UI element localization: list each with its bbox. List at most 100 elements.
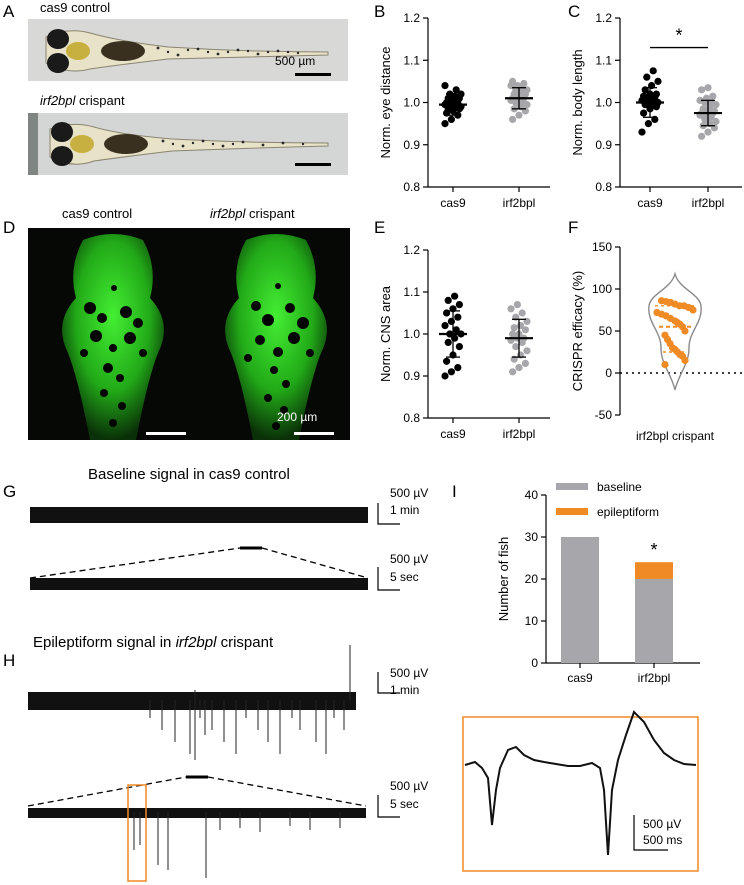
data-point [696, 96, 704, 104]
y-tick-label: 0 [605, 366, 612, 380]
y-tick-label: 1.1 [595, 53, 612, 67]
panel-a-scalebar-top [295, 73, 331, 76]
y-tick-label: 0.9 [595, 138, 612, 152]
data-point [521, 359, 530, 367]
data-point [649, 67, 657, 75]
data-point [510, 324, 518, 332]
panel-a-bottom-label: irf2bpl crispant [40, 93, 125, 108]
x-tick-label: cas9 [567, 671, 593, 685]
data-point [444, 338, 452, 346]
data-point [441, 372, 449, 380]
y-tick-label: 40 [525, 488, 539, 502]
panel-h-scale2-v: 500 µV [390, 779, 429, 793]
y-tick-label: 0.9 [403, 138, 420, 152]
data-point [447, 368, 455, 376]
larva-crispant-photo [28, 113, 348, 175]
panel-g-title: Baseline signal in cas9 control [88, 466, 290, 483]
inset-scale-t: 500 ms [643, 833, 683, 847]
data-point [652, 90, 661, 98]
data-point [644, 120, 653, 128]
panel-g-scale1-t: 1 min [390, 503, 420, 517]
panel-letter-g: G [3, 482, 17, 501]
data-point [508, 77, 517, 85]
bar-baseline [635, 579, 673, 663]
data-point [704, 128, 712, 136]
data-point [523, 347, 531, 355]
x-tick-label: cas9 [440, 427, 466, 441]
y-tick-label: 0 [531, 656, 538, 670]
panel-h-scale1-t: 1 min [390, 683, 420, 697]
epileptiform-zoom-line-right [207, 776, 367, 807]
significance-star: * [675, 26, 682, 46]
y-axis-label: Norm. CNS area [378, 285, 393, 382]
epileptiform-inset-trace [464, 710, 697, 856]
data-point [654, 77, 662, 85]
x-tick-label: cas9 [440, 196, 466, 210]
larva-control-drawing [45, 29, 329, 73]
data-point [513, 301, 522, 309]
larva-control-photo [28, 19, 348, 81]
baseline-zoom-line-right [261, 547, 369, 579]
y-tick-label: 50 [599, 324, 613, 338]
epileptiform-trace-long [28, 692, 356, 710]
panel-h-scale2-t: 5 sec [390, 797, 419, 811]
bar-baseline [561, 537, 599, 663]
data-point [454, 313, 462, 321]
y-axis-label: Norm. eye distance [378, 47, 393, 159]
epileptiform-inset-box [462, 716, 699, 872]
data-point [640, 109, 648, 117]
data-point [451, 292, 459, 300]
larva-crispant-drawing [28, 113, 329, 175]
data-point [643, 73, 651, 81]
data-point [640, 92, 648, 100]
epileptiform-spikes-long [149, 645, 351, 760]
epileptiform-spikes-zoom [127, 812, 341, 878]
y-tick-label: 150 [592, 240, 612, 254]
data-point [507, 305, 515, 313]
data-point [657, 297, 666, 305]
y-tick-label: 0.8 [403, 411, 420, 425]
data-point [515, 364, 523, 372]
baseline-zoom-line-left [29, 547, 241, 579]
y-tick-label: 1.0 [595, 96, 612, 110]
violin-outline [648, 271, 702, 390]
data-point [452, 86, 460, 94]
panel-letter-c: C [568, 2, 581, 21]
data-point [441, 322, 449, 330]
panel-g-scale2-v: 500 µV [390, 552, 429, 566]
data-point [515, 111, 523, 119]
data-point [661, 331, 669, 339]
y-axis-label: CRISPR efficacy (%) [570, 271, 585, 391]
panel-h-title: Epileptiform signal in irf2bpl crispant [33, 634, 274, 651]
y-tick-label: 1.2 [595, 11, 612, 25]
panel-a-scalebar-label: 500 µm [275, 54, 316, 68]
y-tick-label: 0.9 [403, 369, 420, 383]
data-point [444, 296, 452, 304]
panel-letter-a: A [3, 2, 15, 21]
x-tick-label: irf2bpl [503, 196, 536, 210]
y-tick-label: 1.1 [403, 285, 420, 299]
legend-label-epileptiform: epileptiform [597, 505, 659, 519]
panel-d-right-label: irf2bpl crispant [210, 206, 295, 221]
bar-epileptiform [635, 562, 673, 579]
y-tick-label: 0.8 [595, 180, 612, 194]
data-point [512, 343, 520, 351]
x-tick-label: irf2bpl crispant [636, 429, 715, 443]
legend-swatch-epileptiform [556, 508, 588, 515]
data-point [518, 309, 526, 317]
data-point [508, 368, 517, 376]
epileptiform-highlight-box [127, 784, 147, 882]
x-tick-label: irf2bpl [503, 427, 536, 441]
data-point [709, 92, 717, 100]
panel-letter-i: I [452, 482, 457, 501]
y-tick-label: 0.8 [403, 180, 420, 194]
data-point [455, 343, 463, 351]
y-tick-label: 1.2 [403, 243, 420, 257]
panel-g-scale-2 [377, 567, 400, 591]
y-tick-label: 100 [592, 282, 612, 296]
data-point [704, 84, 712, 92]
data-point [653, 308, 661, 317]
